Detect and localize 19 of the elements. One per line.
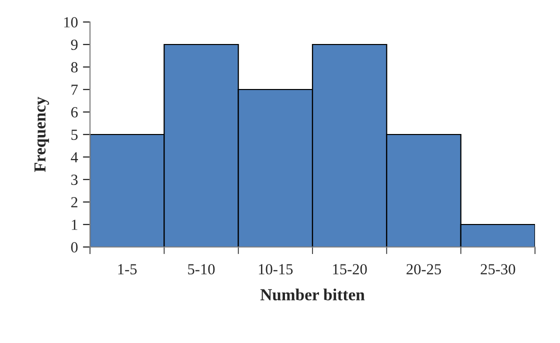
y-tick-label: 8 [71,62,78,72]
y-tick-label: 5 [71,130,78,140]
y-axis-title: Frequency [34,96,50,172]
y-tick-label: 2 [71,197,78,208]
x-tick-label: 1-5 [118,264,137,274]
y-tick-label: 7 [72,84,78,95]
y-tick-label: 6 [71,107,78,118]
x-tick-label: 25-30 [480,264,516,274]
y-tick-label: 1 [72,220,78,230]
y-tick-label: 4 [70,152,78,162]
y-tick-label: 10 [64,17,78,28]
x-axis-title: Number bitten [260,288,365,300]
y-tick-label: 3 [71,174,78,185]
x-tick-label: 5-10 [188,264,215,274]
y-tick-label: 0 [71,242,78,252]
x-tick-label: 15-20 [333,264,367,274]
x-tick-label: 20-25 [406,264,441,274]
x-tick-label: 10-15 [258,264,293,274]
y-tick-label: 9 [71,40,78,50]
